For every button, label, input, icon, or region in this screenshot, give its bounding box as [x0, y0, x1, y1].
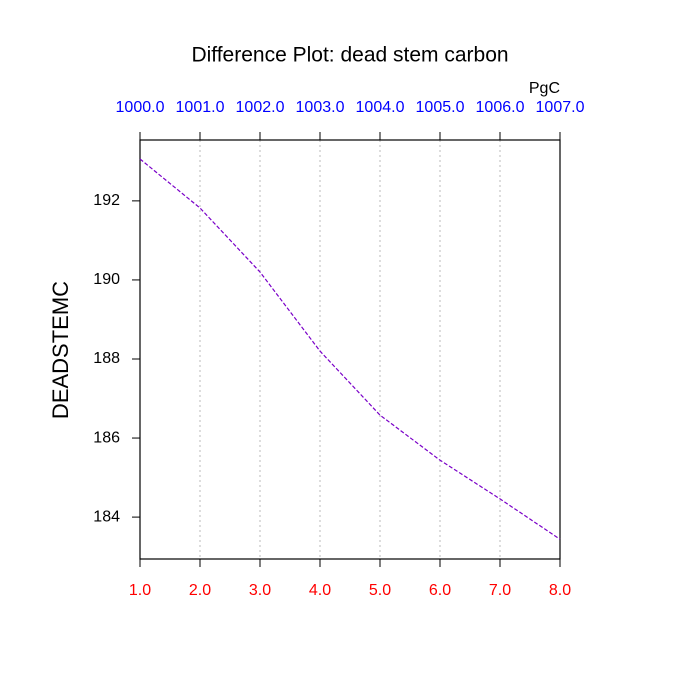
x-tick-label: 2.0 — [189, 582, 211, 599]
y-tick-label: 192 — [93, 192, 120, 209]
x2-tick-label: 1005.0 — [416, 99, 465, 116]
units-label: PgC — [529, 80, 560, 97]
x-tick-label: 4.0 — [309, 582, 331, 599]
x2-tick-label: 1006.0 — [476, 99, 525, 116]
x-tick-label: 3.0 — [249, 582, 271, 599]
x2-tick-label: 1007.0 — [536, 99, 585, 116]
x-tick-label: 1.0 — [129, 582, 151, 599]
chart-title: Difference Plot: dead stem carbon — [191, 44, 508, 67]
data-line — [139, 158, 561, 540]
y-tick-label: 188 — [93, 350, 120, 367]
y-tick-label: 190 — [93, 271, 120, 288]
plot-frame — [139, 139, 561, 560]
y-tick-label: 184 — [93, 508, 120, 525]
x2-tick-label: 1002.0 — [236, 99, 285, 116]
x-tick-label: 6.0 — [429, 582, 451, 599]
y-axis-label: DEADSTEMC — [48, 281, 73, 419]
x-tick-label: 8.0 — [549, 582, 571, 599]
x-tick-label: 7.0 — [489, 582, 511, 599]
x2-tick-label: 1004.0 — [356, 99, 405, 116]
x2-tick-label: 1001.0 — [176, 99, 225, 116]
y-tick-label: 186 — [93, 429, 120, 446]
x-tick-label: 5.0 — [369, 582, 391, 599]
x2-tick-label: 1000.0 — [116, 99, 165, 116]
x2-tick-label: 1003.0 — [296, 99, 345, 116]
